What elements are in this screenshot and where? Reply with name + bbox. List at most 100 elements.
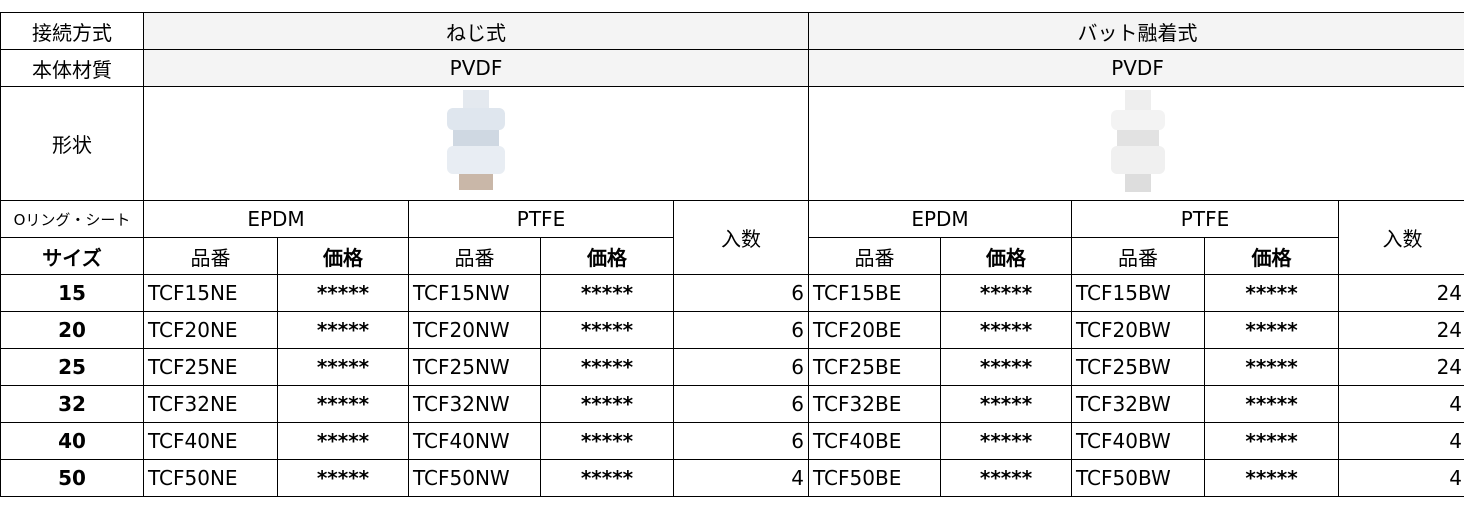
header-cell: PVDF <box>808 49 1464 87</box>
part-number: TCF20BE <box>808 311 942 349</box>
sub-header-cell: 品番 <box>1071 237 1206 275</box>
row: 形状 <box>0 86 1464 201</box>
price: ***** <box>940 422 1073 460</box>
size-cell: 40 <box>0 422 144 460</box>
price: ***** <box>940 274 1073 312</box>
header-cell: 入数 <box>672 200 810 275</box>
price: ***** <box>277 459 409 497</box>
quantity: 24 <box>1338 274 1464 312</box>
size-cell: 32 <box>0 385 144 423</box>
part-number: TCF32BW <box>1071 385 1206 423</box>
sub-header-cell: 価格 <box>940 237 1073 275</box>
header-cell: ねじ式 <box>142 12 810 50</box>
header-cell: PTFE <box>408 200 674 238</box>
quantity: 4 <box>1338 422 1464 460</box>
quantity: 24 <box>1338 311 1464 349</box>
quantity: 6 <box>672 385 810 423</box>
part-number: TCF50BE <box>808 459 942 497</box>
part-number: TCF15BE <box>808 274 942 312</box>
header-cell: PVDF <box>142 49 810 87</box>
part-number: TCF32NW <box>408 385 541 423</box>
sub-header-cell: 価格 <box>540 237 674 275</box>
row: 32 TCF32NE ***** TCF32NW ***** 6 TCF32BE ***** T… <box>0 385 1464 423</box>
quantity: 4 <box>1338 459 1464 497</box>
header-cell: 入数 <box>1338 200 1464 275</box>
price: ***** <box>277 311 409 349</box>
row: Oリング・シート EPDM PTFE 入数 EPDM PTFE 入数 <box>0 200 1464 275</box>
price: ***** <box>540 348 674 386</box>
image-cell <box>142 86 810 201</box>
part-number: TCF40NE <box>143 422 278 460</box>
price: ***** <box>540 274 674 312</box>
price-table: 接続方式 ねじ式 バット融着式 本体材質 PVDF PVDF 形状 Oリング・シ… <box>0 12 1464 497</box>
label-cell: 形状 <box>0 86 144 201</box>
quantity: 6 <box>672 348 810 386</box>
part-number: TCF32BE <box>808 385 942 423</box>
price: ***** <box>277 385 409 423</box>
part-number: TCF50NE <box>143 459 278 497</box>
part-number: TCF20BW <box>1071 311 1206 349</box>
quantity: 6 <box>672 274 810 312</box>
part-number: TCF20NE <box>143 311 278 349</box>
part-number: TCF40NW <box>408 422 541 460</box>
sub-header-cell: 品番 <box>408 237 541 275</box>
part-number: TCF50NW <box>408 459 541 497</box>
label-cell: 本体材質 <box>0 49 144 87</box>
header-cell: EPDM <box>143 200 409 238</box>
price: ***** <box>1204 311 1340 349</box>
header-cell: EPDM <box>808 200 1073 238</box>
part-number: TCF15BW <box>1071 274 1206 312</box>
label-cell: サイズ <box>0 237 144 275</box>
price: ***** <box>540 385 674 423</box>
size-cell: 25 <box>0 348 144 386</box>
sub-header-cell: 品番 <box>808 237 942 275</box>
header-cell: バット融着式 <box>808 12 1464 50</box>
price: ***** <box>1204 274 1340 312</box>
label-cell: 接続方式 <box>0 12 144 50</box>
quantity: 4 <box>1338 385 1464 423</box>
part-number: TCF50BW <box>1071 459 1206 497</box>
price: ***** <box>277 422 409 460</box>
size-cell: 20 <box>0 311 144 349</box>
price: ***** <box>1204 348 1340 386</box>
part-number: TCF15NW <box>408 274 541 312</box>
row: 接続方式 ねじ式 バット融着式 <box>0 12 1464 50</box>
price: ***** <box>940 311 1073 349</box>
row: 15 TCF15NE ***** TCF15NW ***** 6 TCF15BE ***** T… <box>0 274 1464 312</box>
row: 40 TCF40NE ***** TCF40NW ***** 6 TCF40BE ***** T… <box>0 422 1464 460</box>
price: ***** <box>540 311 674 349</box>
quantity: 24 <box>1338 348 1464 386</box>
price: ***** <box>940 459 1073 497</box>
image-cell <box>808 86 1464 201</box>
quantity: 6 <box>672 311 810 349</box>
part-number: TCF40BW <box>1071 422 1206 460</box>
price: ***** <box>1204 422 1340 460</box>
part-number: TCF15NE <box>143 274 278 312</box>
row: 50 TCF50NE ***** TCF50NW ***** 4 TCF50BE ***** T… <box>0 459 1464 497</box>
part-number: TCF25BW <box>1071 348 1206 386</box>
header-cell: PTFE <box>1071 200 1340 238</box>
part-number: TCF20NW <box>408 311 541 349</box>
price: ***** <box>1204 385 1340 423</box>
valve-image <box>447 90 505 190</box>
price: ***** <box>277 274 409 312</box>
table-body: 接続方式 ねじ式 バット融着式 本体材質 PVDF PVDF 形状 Oリング・シ… <box>0 12 1464 497</box>
part-number: TCF40BE <box>808 422 942 460</box>
price: ***** <box>940 348 1073 386</box>
price: ***** <box>1204 459 1340 497</box>
sub-header-cell: 品番 <box>143 237 278 275</box>
row: 20 TCF20NE ***** TCF20NW ***** 6 TCF20BE ***** T… <box>0 311 1464 349</box>
part-number: TCF32NE <box>143 385 278 423</box>
label-cell: Oリング・シート <box>0 200 144 238</box>
quantity: 4 <box>672 459 810 497</box>
valve-image <box>1110 90 1165 192</box>
part-number: TCF25NW <box>408 348 541 386</box>
part-number: TCF25NE <box>143 348 278 386</box>
part-number: TCF25BE <box>808 348 942 386</box>
price: ***** <box>540 422 674 460</box>
price: ***** <box>940 385 1073 423</box>
sheet: 接続方式 ねじ式 バット融着式 本体材質 PVDF PVDF 形状 Oリング・シ… <box>0 12 1464 497</box>
row: 25 TCF25NE ***** TCF25NW ***** 6 TCF25BE ***** T… <box>0 348 1464 386</box>
price: ***** <box>277 348 409 386</box>
